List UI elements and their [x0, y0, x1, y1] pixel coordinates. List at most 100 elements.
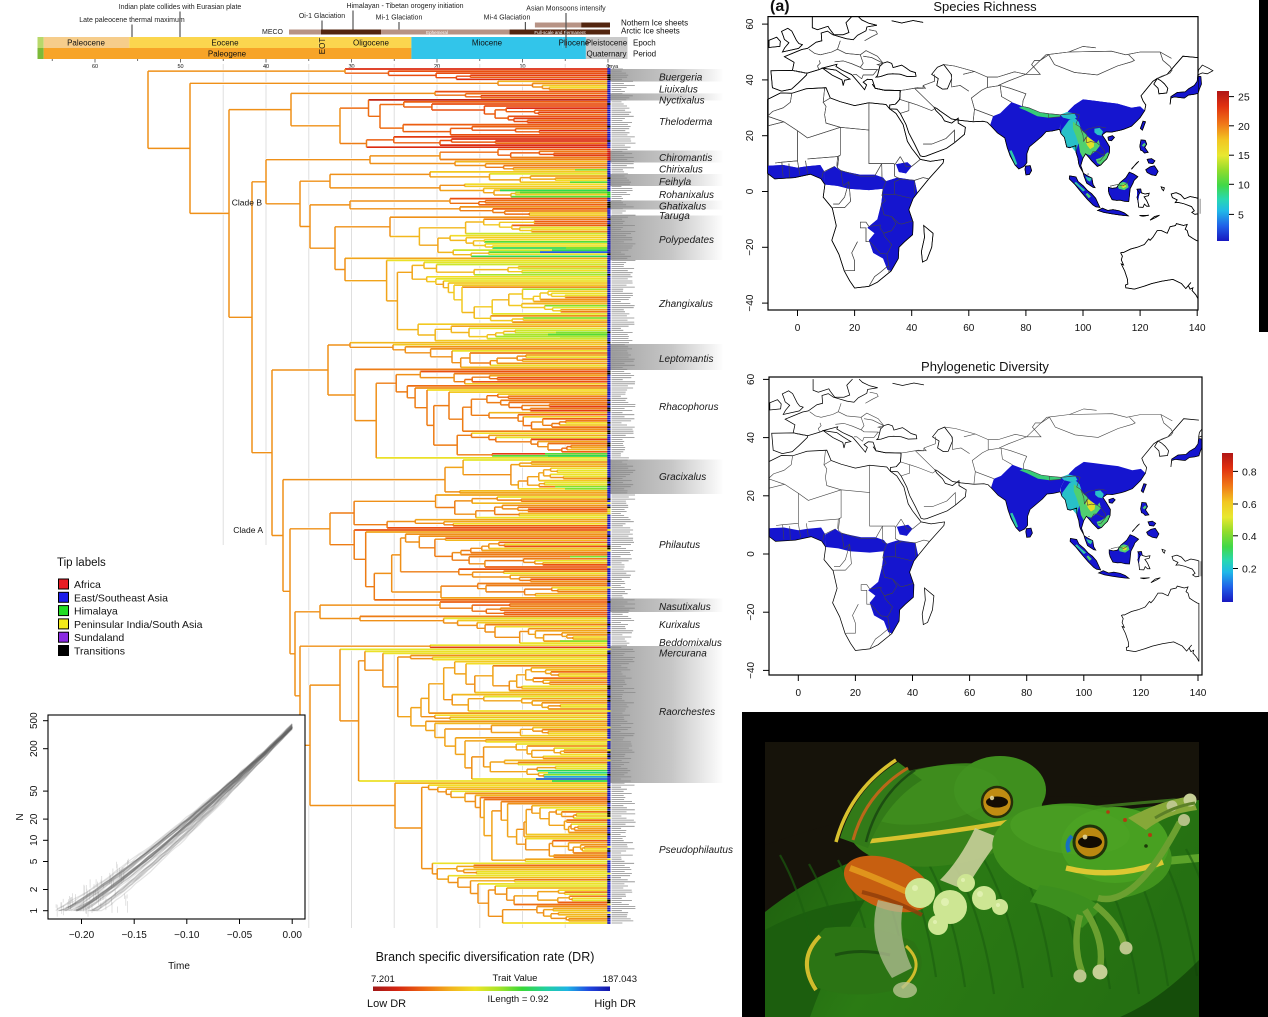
- svg-text:−0.20: −0.20: [69, 930, 95, 941]
- svg-text:Nasutixalus: Nasutixalus: [659, 602, 711, 613]
- svg-text:Peninsular India/South Asia: Peninsular India/South Asia: [74, 619, 203, 631]
- svg-text:Leptomantis: Leptomantis: [659, 354, 713, 365]
- svg-text:Chirixalus: Chirixalus: [659, 164, 703, 175]
- svg-text:Theloderma: Theloderma: [659, 117, 713, 128]
- svg-text:Beddomixalus: Beddomixalus: [659, 638, 722, 649]
- svg-text:40: 40: [907, 688, 919, 699]
- svg-text:−0.05: −0.05: [227, 930, 253, 941]
- svg-text:Himalaya: Himalaya: [74, 606, 118, 618]
- svg-text:Liuixalus: Liuixalus: [659, 84, 698, 95]
- svg-text:120: 120: [1132, 323, 1149, 334]
- svg-text:0.4: 0.4: [1242, 531, 1257, 543]
- svg-text:20: 20: [850, 688, 862, 699]
- svg-text:Pleistocene: Pleistocene: [586, 39, 628, 48]
- svg-text:40: 40: [263, 64, 269, 70]
- svg-text:−40: −40: [745, 294, 756, 311]
- svg-text:−20: −20: [745, 238, 756, 255]
- svg-text:Buergeria: Buergeria: [659, 72, 703, 83]
- svg-text:mya: mya: [608, 64, 619, 70]
- svg-text:Phylogenetic Diversity: Phylogenetic Diversity: [921, 359, 1049, 374]
- svg-text:100: 100: [1075, 323, 1092, 334]
- svg-text:140: 140: [1190, 688, 1207, 699]
- svg-text:60: 60: [92, 64, 98, 70]
- svg-text:Low DR: Low DR: [367, 998, 406, 1010]
- svg-text:60: 60: [963, 323, 975, 334]
- svg-text:Zhangixalus: Zhangixalus: [658, 299, 713, 310]
- svg-text:Mi-1 Glaciation: Mi-1 Glaciation: [376, 15, 423, 22]
- svg-text:30: 30: [348, 64, 354, 70]
- svg-text:Quaternary: Quaternary: [586, 50, 626, 59]
- svg-text:Asian Monsoons intensify: Asian Monsoons intensify: [526, 6, 606, 13]
- svg-text:Mercurana: Mercurana: [659, 648, 707, 659]
- svg-text:20: 20: [434, 64, 440, 70]
- svg-text:Transitions: Transitions: [74, 646, 125, 658]
- svg-text:Mi-4 Glaciation: Mi-4 Glaciation: [484, 15, 531, 22]
- svg-text:7.201: 7.201: [371, 974, 395, 985]
- svg-text:(a): (a): [770, 0, 790, 15]
- svg-text:Sundaland: Sundaland: [74, 632, 124, 644]
- svg-text:15: 15: [1238, 150, 1250, 162]
- svg-text:East/Southeast Asia: East/Southeast Asia: [74, 592, 168, 604]
- svg-text:High DR: High DR: [594, 998, 636, 1010]
- svg-text:0: 0: [606, 64, 609, 70]
- svg-text:Gracixalus: Gracixalus: [659, 472, 706, 483]
- svg-text:10: 10: [1238, 179, 1250, 191]
- svg-text:40: 40: [745, 74, 756, 86]
- svg-text:Africa: Africa: [74, 579, 101, 591]
- svg-text:Period: Period: [633, 50, 656, 59]
- svg-text:Nyctixalus: Nyctixalus: [659, 95, 705, 106]
- svg-text:Taruga: Taruga: [659, 211, 690, 222]
- svg-text:80: 80: [1020, 323, 1032, 334]
- svg-text:140: 140: [1189, 323, 1206, 334]
- svg-text:40: 40: [746, 432, 757, 444]
- svg-text:0.2: 0.2: [1242, 564, 1257, 576]
- svg-text:Ghatixalus: Ghatixalus: [659, 201, 706, 212]
- svg-text:60: 60: [746, 373, 757, 385]
- svg-text:N: N: [15, 813, 26, 820]
- svg-text:25: 25: [1238, 92, 1250, 104]
- svg-text:EOT: EOT: [318, 38, 327, 55]
- svg-text:Himalayan - Tibetan orogeny in: Himalayan - Tibetan orogeny initiation: [346, 3, 463, 10]
- svg-text:20: 20: [746, 490, 757, 502]
- svg-text:Species Richness: Species Richness: [933, 0, 1037, 14]
- svg-text:187.043: 187.043: [603, 974, 637, 985]
- svg-text:Eocene: Eocene: [211, 39, 239, 48]
- svg-text:Oi-1 Glaciation: Oi-1 Glaciation: [299, 13, 345, 20]
- svg-text:0.8: 0.8: [1242, 466, 1257, 478]
- svg-text:Oligocene: Oligocene: [353, 39, 390, 48]
- svg-text:Kurixalus: Kurixalus: [659, 620, 700, 631]
- svg-text:20: 20: [745, 130, 756, 142]
- svg-text:Clade B: Clade B: [232, 198, 263, 208]
- svg-text:10: 10: [29, 834, 40, 846]
- svg-text:Arctic Ice sheets: Arctic Ice sheets: [621, 27, 680, 36]
- svg-text:Nothern Ice sheets: Nothern Ice sheets: [621, 19, 688, 28]
- svg-text:Clade A: Clade A: [233, 525, 263, 535]
- svg-text:Pliocene: Pliocene: [559, 39, 590, 48]
- svg-text:20: 20: [849, 323, 861, 334]
- svg-text:60: 60: [964, 688, 976, 699]
- svg-text:100: 100: [1075, 688, 1092, 699]
- svg-text:5: 5: [1238, 209, 1244, 221]
- svg-text:Ephemeral: Ephemeral: [426, 30, 448, 35]
- svg-text:40: 40: [906, 323, 918, 334]
- svg-text:MECO: MECO: [262, 29, 284, 36]
- svg-text:Branch specific diversificatio: Branch specific diversification rate (DR…: [376, 950, 595, 964]
- svg-text:−40: −40: [746, 661, 757, 678]
- svg-text:Epoch: Epoch: [633, 39, 656, 48]
- svg-text:Rhacophorus: Rhacophorus: [659, 402, 718, 413]
- svg-text:0: 0: [745, 188, 756, 194]
- svg-text:−0.15: −0.15: [122, 930, 148, 941]
- svg-text:80: 80: [1021, 688, 1033, 699]
- svg-text:Rohanixalus: Rohanixalus: [659, 190, 714, 201]
- svg-text:500: 500: [29, 712, 40, 729]
- svg-text:5: 5: [29, 858, 40, 864]
- svg-text:10: 10: [519, 64, 525, 70]
- svg-text:Chiromantis: Chiromantis: [659, 153, 712, 164]
- svg-text:Philautus: Philautus: [659, 540, 700, 551]
- svg-text:Tip labels: Tip labels: [57, 557, 106, 569]
- svg-text:Indian plate collides with Eur: Indian plate collides with Eurasian plat…: [119, 4, 242, 11]
- svg-text:200: 200: [29, 740, 40, 757]
- svg-text:20: 20: [29, 813, 40, 825]
- svg-text:ILength = 0.92: ILength = 0.92: [487, 994, 548, 1005]
- svg-text:Late paleocene thermal maximum: Late paleocene thermal maximum: [79, 17, 185, 24]
